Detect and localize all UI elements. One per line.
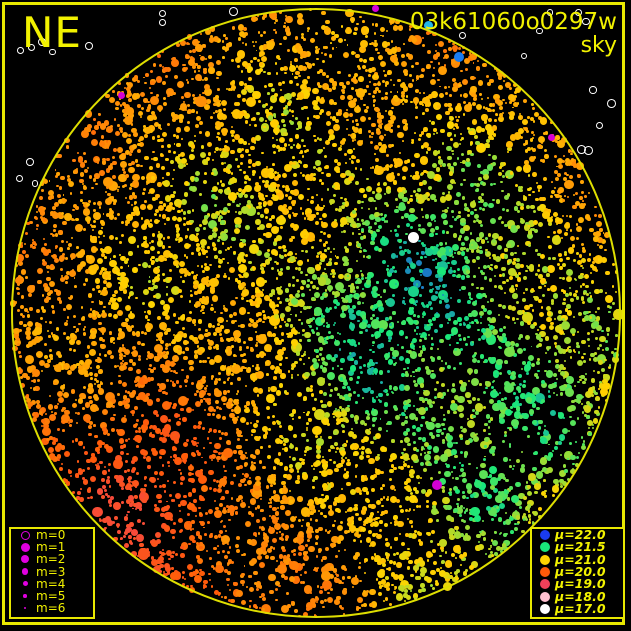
sky-chart-canvas: NE 03k61060o0297w sky m=0 m=1 m=2 m=3 m=4 m=5…	[2, 2, 625, 625]
